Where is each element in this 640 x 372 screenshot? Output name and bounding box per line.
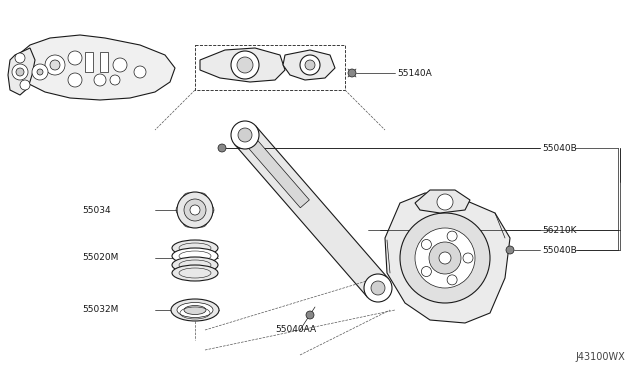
Circle shape — [15, 53, 25, 63]
Circle shape — [184, 199, 206, 221]
Circle shape — [348, 69, 356, 77]
Circle shape — [364, 274, 392, 302]
Circle shape — [306, 311, 314, 319]
Circle shape — [437, 194, 453, 210]
Ellipse shape — [172, 240, 218, 256]
Text: 55034: 55034 — [82, 205, 111, 215]
Circle shape — [197, 193, 207, 203]
Circle shape — [94, 74, 106, 86]
Ellipse shape — [171, 299, 219, 321]
Circle shape — [113, 58, 127, 72]
Text: 55032M: 55032M — [82, 305, 118, 314]
Polygon shape — [241, 131, 309, 208]
Circle shape — [429, 242, 461, 274]
Text: J43100WX: J43100WX — [575, 352, 625, 362]
Circle shape — [400, 213, 490, 303]
Circle shape — [300, 55, 320, 75]
Circle shape — [204, 205, 214, 215]
Circle shape — [218, 144, 226, 152]
Circle shape — [238, 128, 252, 142]
Circle shape — [68, 73, 82, 87]
Circle shape — [37, 69, 43, 75]
Ellipse shape — [172, 248, 218, 264]
Polygon shape — [385, 193, 510, 323]
Circle shape — [183, 193, 193, 203]
Circle shape — [305, 60, 315, 70]
Circle shape — [463, 253, 473, 263]
Circle shape — [12, 64, 28, 80]
Circle shape — [190, 205, 200, 215]
Text: 55040B: 55040B — [542, 144, 577, 153]
Circle shape — [237, 57, 253, 73]
Polygon shape — [8, 48, 35, 95]
Circle shape — [421, 240, 431, 250]
Ellipse shape — [172, 257, 218, 273]
Circle shape — [176, 205, 186, 215]
Polygon shape — [15, 35, 175, 100]
Circle shape — [16, 68, 24, 76]
Circle shape — [197, 217, 207, 227]
Circle shape — [20, 80, 30, 90]
Bar — [100, 52, 108, 72]
Circle shape — [110, 75, 120, 85]
Text: 55040AA: 55040AA — [275, 326, 316, 334]
Polygon shape — [200, 48, 285, 82]
Text: 55040B: 55040B — [542, 246, 577, 254]
Polygon shape — [415, 190, 470, 213]
Ellipse shape — [172, 265, 218, 281]
Bar — [195, 45, 345, 90]
Circle shape — [177, 192, 213, 228]
Circle shape — [231, 121, 259, 149]
Ellipse shape — [177, 302, 213, 317]
Text: 55140A: 55140A — [397, 68, 432, 77]
Text: 55020M: 55020M — [82, 253, 118, 263]
Circle shape — [183, 217, 193, 227]
Polygon shape — [234, 126, 388, 297]
Ellipse shape — [184, 305, 206, 314]
Circle shape — [506, 246, 514, 254]
Circle shape — [371, 281, 385, 295]
Circle shape — [415, 228, 475, 288]
Polygon shape — [283, 50, 335, 80]
Circle shape — [439, 252, 451, 264]
Text: 56210K: 56210K — [542, 225, 577, 234]
Circle shape — [45, 55, 65, 75]
Circle shape — [447, 231, 457, 241]
Circle shape — [50, 60, 60, 70]
Circle shape — [421, 266, 431, 276]
Circle shape — [32, 64, 48, 80]
Bar — [85, 52, 93, 72]
Circle shape — [68, 51, 82, 65]
Circle shape — [231, 51, 259, 79]
Circle shape — [134, 66, 146, 78]
Circle shape — [447, 275, 457, 285]
